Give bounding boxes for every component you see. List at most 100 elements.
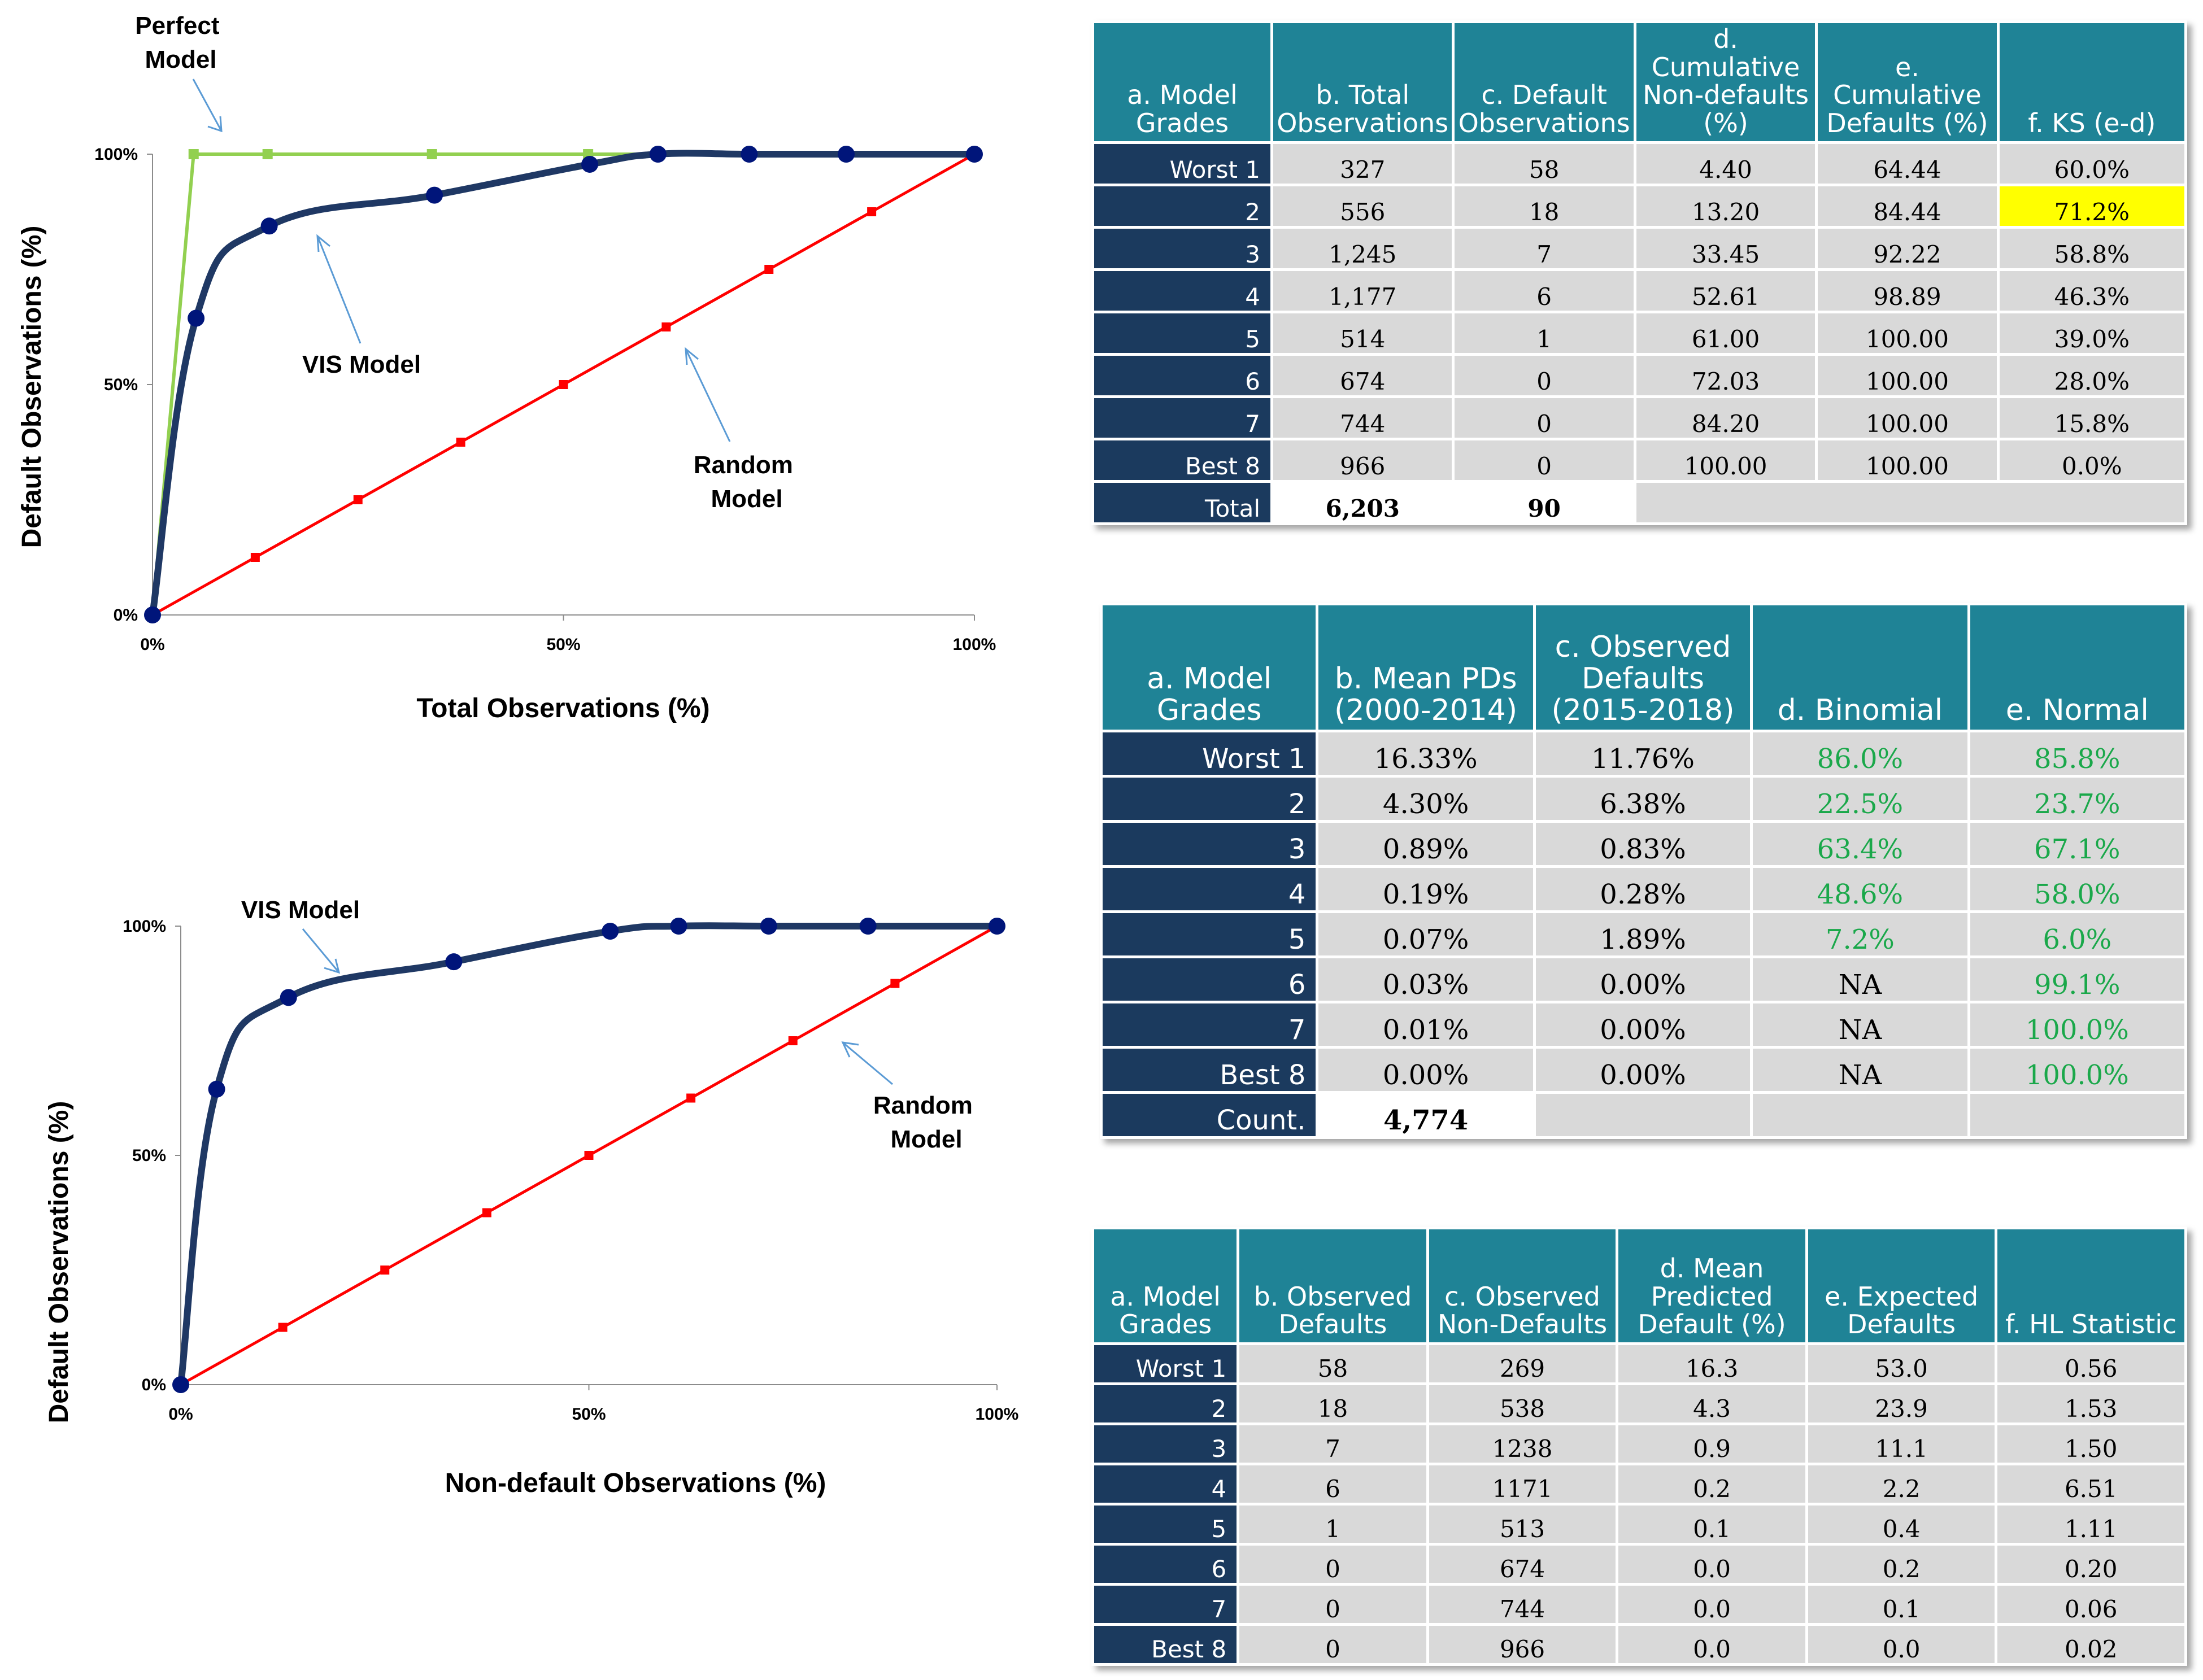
data-point-vis-model [670, 918, 687, 935]
column-header: d. Cumulative Non-defaults (%) [1636, 23, 1815, 141]
column-header: a. Model Grades [1094, 1229, 1237, 1342]
x-axis-title: Non-default Observations (%) [445, 1468, 826, 1498]
table-row: 5 0.07% 1.89% 7.2% 6.0% [1103, 913, 2184, 955]
grade-cell: 6 [1094, 1546, 1237, 1583]
table-cell: 0 [1455, 355, 1634, 395]
table-cell: 0 [1455, 398, 1634, 438]
table-cell: 22.5% [1753, 778, 1967, 820]
table-cell: 1.89% [1535, 913, 1751, 955]
data-point-random-model [764, 265, 774, 274]
table-cell: 966 [1429, 1626, 1616, 1663]
annotation-random-model-line1: Random [694, 451, 793, 479]
annotation-arrows [302, 928, 893, 1085]
arrow-random-model [841, 1041, 893, 1085]
data-point-vis-model [760, 918, 777, 935]
table-cell: 92.22 [1818, 228, 1997, 268]
table-cell: 100.00 [1818, 313, 1997, 353]
data-point-vis-model [188, 309, 205, 327]
table-cell: 100.0% [1970, 1003, 2184, 1046]
table-cell: 1.11 [1997, 1506, 2184, 1543]
table-row: 2 18 538 4.3 23.9 1.53 [1094, 1385, 2184, 1422]
annotation-random-model-line1: Random [873, 1092, 973, 1119]
table-cell: 4.3 [1618, 1385, 1805, 1422]
column-header: d. Binomial [1753, 605, 1967, 730]
data-point-vis-model [581, 155, 599, 173]
grade-cell: 5 [1094, 313, 1271, 353]
table-header-row: a. Model Grades b. Observed Defaults c. Ob… [1094, 1229, 2184, 1342]
table-cell: 16.3 [1618, 1345, 1805, 1382]
table-cell: 966 [1273, 440, 1452, 480]
grade-cell: 2 [1103, 778, 1316, 820]
annotation-perfect-model: Perfect Model [135, 12, 226, 73]
column-header: c. Default Observations [1455, 23, 1634, 141]
column-header: a. Model Grades [1103, 605, 1316, 730]
table-cell: 46.3% [1999, 270, 2184, 311]
table-cell: 0.07% [1318, 913, 1533, 955]
data-point-random-model [278, 1323, 288, 1332]
data-point-perfect-model [188, 149, 199, 159]
table-cell: 0.0 [1618, 1586, 1805, 1623]
y-tick-label: 0% [142, 1376, 166, 1394]
table-cell: 1171 [1429, 1465, 1616, 1503]
table-cell: 1238 [1429, 1425, 1616, 1463]
table-cell: 1 [1455, 313, 1634, 353]
grade-cell: Worst 1 [1103, 732, 1316, 775]
table-cell: 18 [1239, 1385, 1426, 1422]
table-cell: 98.89 [1818, 270, 1997, 311]
empty-cell [1535, 1094, 1751, 1136]
grade-cell: 7 [1094, 398, 1271, 438]
table-row: 3 1,245 7 33.45 92.22 58.8% [1094, 228, 2184, 268]
table-row: Worst 1 327 58 4.40 64.44 60.0% [1094, 143, 2184, 184]
data-point-vis-model [208, 1080, 225, 1098]
annotation-random-model: Random Model [873, 1092, 979, 1153]
table-cell: 23.7% [1970, 778, 2184, 820]
table-cell: 58.0% [1970, 868, 2184, 910]
empty-cell [1636, 482, 2184, 522]
table-cell: 0 [1239, 1586, 1426, 1623]
annotation-arrows [192, 78, 731, 442]
table-cell: 60.0% [1999, 143, 2184, 184]
annotation-vis-model: VIS Model [241, 896, 360, 924]
grade-cell: Worst 1 [1094, 1345, 1237, 1382]
table-cell: 52.61 [1636, 270, 1815, 311]
table-row: 5 1 513 0.1 0.4 1.11 [1094, 1506, 2184, 1543]
cap-chart-total: 0% 50% 100% 0% 50% 100% Total Observations (%… [17, 12, 996, 723]
table-cell: 0.1 [1618, 1506, 1805, 1543]
table-cell: 0.0 [1808, 1626, 1995, 1663]
y-tick-label: 50% [104, 376, 138, 394]
table-cell: 0 [1239, 1626, 1426, 1663]
y-axis-title: Default Observations (%) [17, 226, 47, 548]
table-cell: 327 [1273, 143, 1452, 184]
table-cell: 0.06 [1997, 1586, 2184, 1623]
table-total-row: Total 6,203 90 [1094, 482, 2184, 522]
table-cell: 84.44 [1818, 186, 1997, 226]
grade-cell: 6 [1103, 958, 1316, 1001]
table-cell: 6 [1239, 1465, 1426, 1503]
table-row: 2 556 18 13.20 84.44 71.2% [1094, 186, 2184, 226]
table-cell: 1,245 [1273, 228, 1452, 268]
table-cell: 15.8% [1999, 398, 2184, 438]
plot-area: 0% 50% 100% 0% 50% 100% [123, 917, 1018, 1424]
grade-cell: Worst 1 [1094, 143, 1271, 184]
grade-cell: 3 [1103, 823, 1316, 865]
table-row: 2 4.30% 6.38% 22.5% 23.7% [1103, 778, 2184, 820]
data-point-random-model [559, 380, 568, 389]
data-point-vis-model [426, 186, 443, 204]
grade-cell: 4 [1094, 1465, 1237, 1503]
table-cell: 39.0% [1999, 313, 2184, 353]
table-cell: 11.1 [1808, 1425, 1995, 1463]
table-cell: 0.0 [1618, 1626, 1805, 1663]
arrow-random-model [685, 347, 731, 442]
data-point-random-model [867, 207, 877, 216]
table-cell: 1.53 [1997, 1385, 2184, 1422]
grade-cell: Best 8 [1103, 1049, 1316, 1091]
table-cell: 0.00% [1535, 1003, 1751, 1046]
table-cell: 84.20 [1636, 398, 1815, 438]
x-tick-label: 0% [168, 1405, 193, 1424]
grade-cell: 2 [1094, 186, 1271, 226]
table-cell: NA [1753, 1049, 1967, 1091]
table-cell: 18 [1455, 186, 1634, 226]
calibration-table: a. Model Grades b. Mean PDs (2000-2014) c.… [1100, 603, 2187, 1139]
table-cell: 0.03% [1318, 958, 1533, 1001]
data-point-perfect-model [262, 149, 273, 159]
